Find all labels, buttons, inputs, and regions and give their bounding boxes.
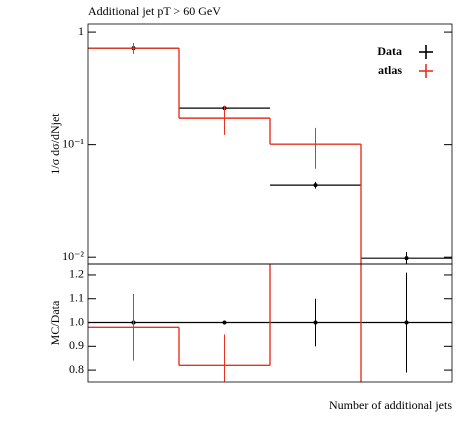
y-tick-label: 10⁻² (62, 249, 84, 263)
main-plot (88, 42, 452, 264)
axes: 10⁻² 10⁻¹ 1 Data atlas 0.8 0.9 1.0 1.1 1.2 (62, 23, 453, 383)
x-axis-label: Number of additional jets (329, 398, 452, 412)
legend-label: Data (377, 44, 402, 58)
y-tick-label: 1.1 (69, 290, 84, 304)
ratio-plot (88, 264, 452, 382)
y-tick-label: 1.2 (69, 267, 84, 281)
y-tick-label: 0.8 (69, 362, 84, 376)
y-axis-label: MC/Data (48, 300, 62, 345)
y-tick-label: 1.0 (69, 314, 84, 328)
y-tick-label: 1 (78, 24, 84, 38)
y-tick-label: 0.9 (69, 338, 84, 352)
chart-title: Additional jet pT > 60 GeV (88, 4, 221, 18)
y-axis-label: 1/σ dσ/dNjet (48, 113, 62, 175)
y-tick-label: 10⁻¹ (62, 136, 84, 150)
legend-label: atlas (378, 63, 402, 77)
